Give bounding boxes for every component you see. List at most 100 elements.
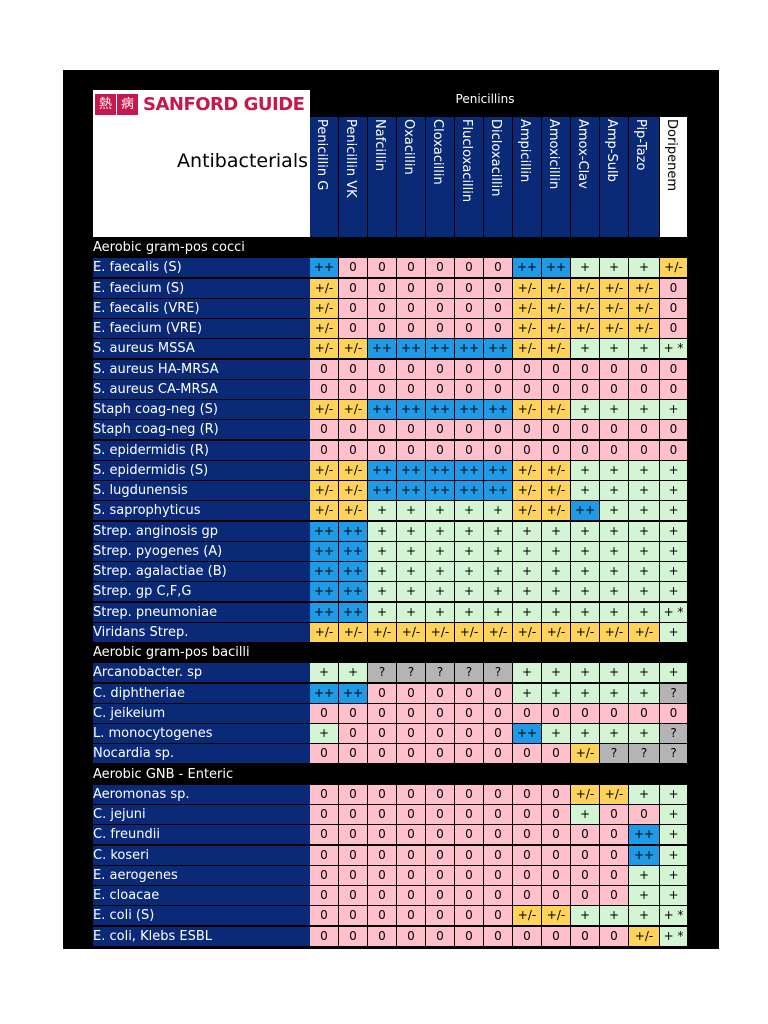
susceptibility-cell: 0 <box>484 704 513 723</box>
susceptibility-cell: 0 <box>513 380 542 399</box>
susceptibility-cell: + <box>571 461 600 480</box>
page-title: Antibacterials <box>177 150 308 172</box>
column-header-label: Oxacillin <box>401 119 416 175</box>
susceptibility-cell: ++ <box>310 542 339 561</box>
susceptibility-cell: + <box>600 400 629 419</box>
susceptibility-cell: + <box>484 501 513 520</box>
susceptibility-cell: 0 <box>339 927 368 946</box>
susceptibility-cell: + <box>397 501 426 520</box>
susceptibility-cell: + <box>629 562 660 581</box>
susceptibility-cell: ++ <box>426 481 455 500</box>
susceptibility-cell: ? <box>629 744 660 763</box>
susceptibility-cell: 0 <box>426 299 455 318</box>
susceptibility-cell: +/- <box>513 319 542 338</box>
susceptibility-cell: 0 <box>368 866 397 885</box>
susceptibility-cell: 0 <box>484 441 513 460</box>
column-header-label: Amoxicillin <box>546 119 561 190</box>
susceptibility-cell: 0 <box>426 684 455 703</box>
susceptibility-cell: 0 <box>426 279 455 298</box>
susceptibility-cell: + <box>426 522 455 541</box>
susceptibility-cell: 0 <box>542 744 571 763</box>
susceptibility-cell: 0 <box>542 360 571 379</box>
column-header-label: Ampicillin <box>517 119 532 183</box>
organism-label: C. diphtheriae <box>93 684 310 703</box>
susceptibility-cell: 0 <box>542 825 571 844</box>
susceptibility-cell: 0 <box>397 360 426 379</box>
susceptibility-cell: + <box>571 663 600 682</box>
susceptibility-cell: + <box>629 663 660 682</box>
organism-label: Staph coag-neg (R) <box>93 420 310 439</box>
susceptibility-cell: 0 <box>484 886 513 905</box>
susceptibility-cell: + <box>368 603 397 622</box>
susceptibility-cell: ++ <box>310 684 339 703</box>
susceptibility-cell: ? <box>660 744 688 763</box>
susceptibility-cell: 0 <box>600 825 629 844</box>
susceptibility-cell: 0 <box>339 319 368 338</box>
susceptibility-cell: 0 <box>426 744 455 763</box>
susceptibility-cell: 0 <box>484 825 513 844</box>
susceptibility-cell: +/- <box>310 623 339 642</box>
susceptibility-cell: + <box>629 684 660 703</box>
susceptibility-cell: 0 <box>339 441 368 460</box>
susceptibility-cell: 0 <box>310 906 339 925</box>
susceptibility-cell: + <box>600 461 629 480</box>
susceptibility-cell: ++ <box>339 582 368 601</box>
susceptibility-cell: + <box>542 562 571 581</box>
susceptibility-cell: 0 <box>484 866 513 885</box>
susceptibility-cell: + <box>426 562 455 581</box>
susceptibility-cell: + <box>455 582 484 601</box>
susceptibility-cell: 0 <box>455 744 484 763</box>
susceptibility-cell: + <box>629 501 660 520</box>
susceptibility-cell: + <box>542 603 571 622</box>
susceptibility-cell: +/- <box>310 339 339 358</box>
susceptibility-cell: +/- <box>600 299 629 318</box>
susceptibility-cell: + <box>600 582 629 601</box>
susceptibility-cell: + <box>426 603 455 622</box>
susceptibility-cell: 0 <box>484 906 513 925</box>
susceptibility-cell: + <box>513 603 542 622</box>
organism-label: S. saprophyticus <box>93 501 310 520</box>
susceptibility-cell: 0 <box>455 906 484 925</box>
organism-label: E. faecalis (S) <box>93 258 310 277</box>
susceptibility-cell: +/- <box>513 906 542 925</box>
susceptibility-cell: + <box>600 663 629 682</box>
susceptibility-cell: + <box>571 603 600 622</box>
susceptibility-cell: 0 <box>513 360 542 379</box>
susceptibility-cell: 0 <box>629 704 660 723</box>
column-header: Penicillin G <box>310 117 338 237</box>
susceptibility-cell: + <box>513 582 542 601</box>
susceptibility-cell: 0 <box>484 360 513 379</box>
organism-label: E. coli (S) <box>93 906 310 925</box>
susceptibility-cell: 0 <box>426 846 455 865</box>
column-header-label: Penicillin VK <box>343 119 358 198</box>
susceptibility-cell: 0 <box>513 927 542 946</box>
susceptibility-cell: ? <box>426 663 455 682</box>
susceptibility-cell: ++ <box>484 339 513 358</box>
susceptibility-cell: + <box>600 906 629 925</box>
susceptibility-cell: 0 <box>426 420 455 439</box>
susceptibility-cell: ++ <box>484 481 513 500</box>
column-header: Dicloxacillin <box>484 117 512 237</box>
susceptibility-cell: +/- <box>571 299 600 318</box>
susceptibility-cell: 0 <box>368 380 397 399</box>
susceptibility-cell: 0 <box>368 704 397 723</box>
organism-label: E. faecium (VRE) <box>93 319 310 338</box>
susceptibility-cell: 0 <box>397 380 426 399</box>
susceptibility-cell: + <box>571 906 600 925</box>
susceptibility-cell: + <box>629 582 660 601</box>
susceptibility-cell: 0 <box>455 724 484 743</box>
organism-label: E. faecium (S) <box>93 279 310 298</box>
susceptibility-cell: 0 <box>310 420 339 439</box>
susceptibility-cell: 0 <box>600 866 629 885</box>
susceptibility-cell: 0 <box>600 886 629 905</box>
susceptibility-cell: 0 <box>571 704 600 723</box>
susceptibility-cell: + <box>660 846 688 865</box>
susceptibility-cell: ? <box>455 663 484 682</box>
susceptibility-cell: ++ <box>310 258 339 277</box>
susceptibility-cell: + <box>660 542 688 561</box>
susceptibility-cell: 0 <box>542 380 571 399</box>
susceptibility-cell: +/- <box>339 461 368 480</box>
susceptibility-cell: +/- <box>600 785 629 804</box>
susceptibility-cell: +/- <box>513 623 542 642</box>
susceptibility-cell: ++ <box>397 400 426 419</box>
